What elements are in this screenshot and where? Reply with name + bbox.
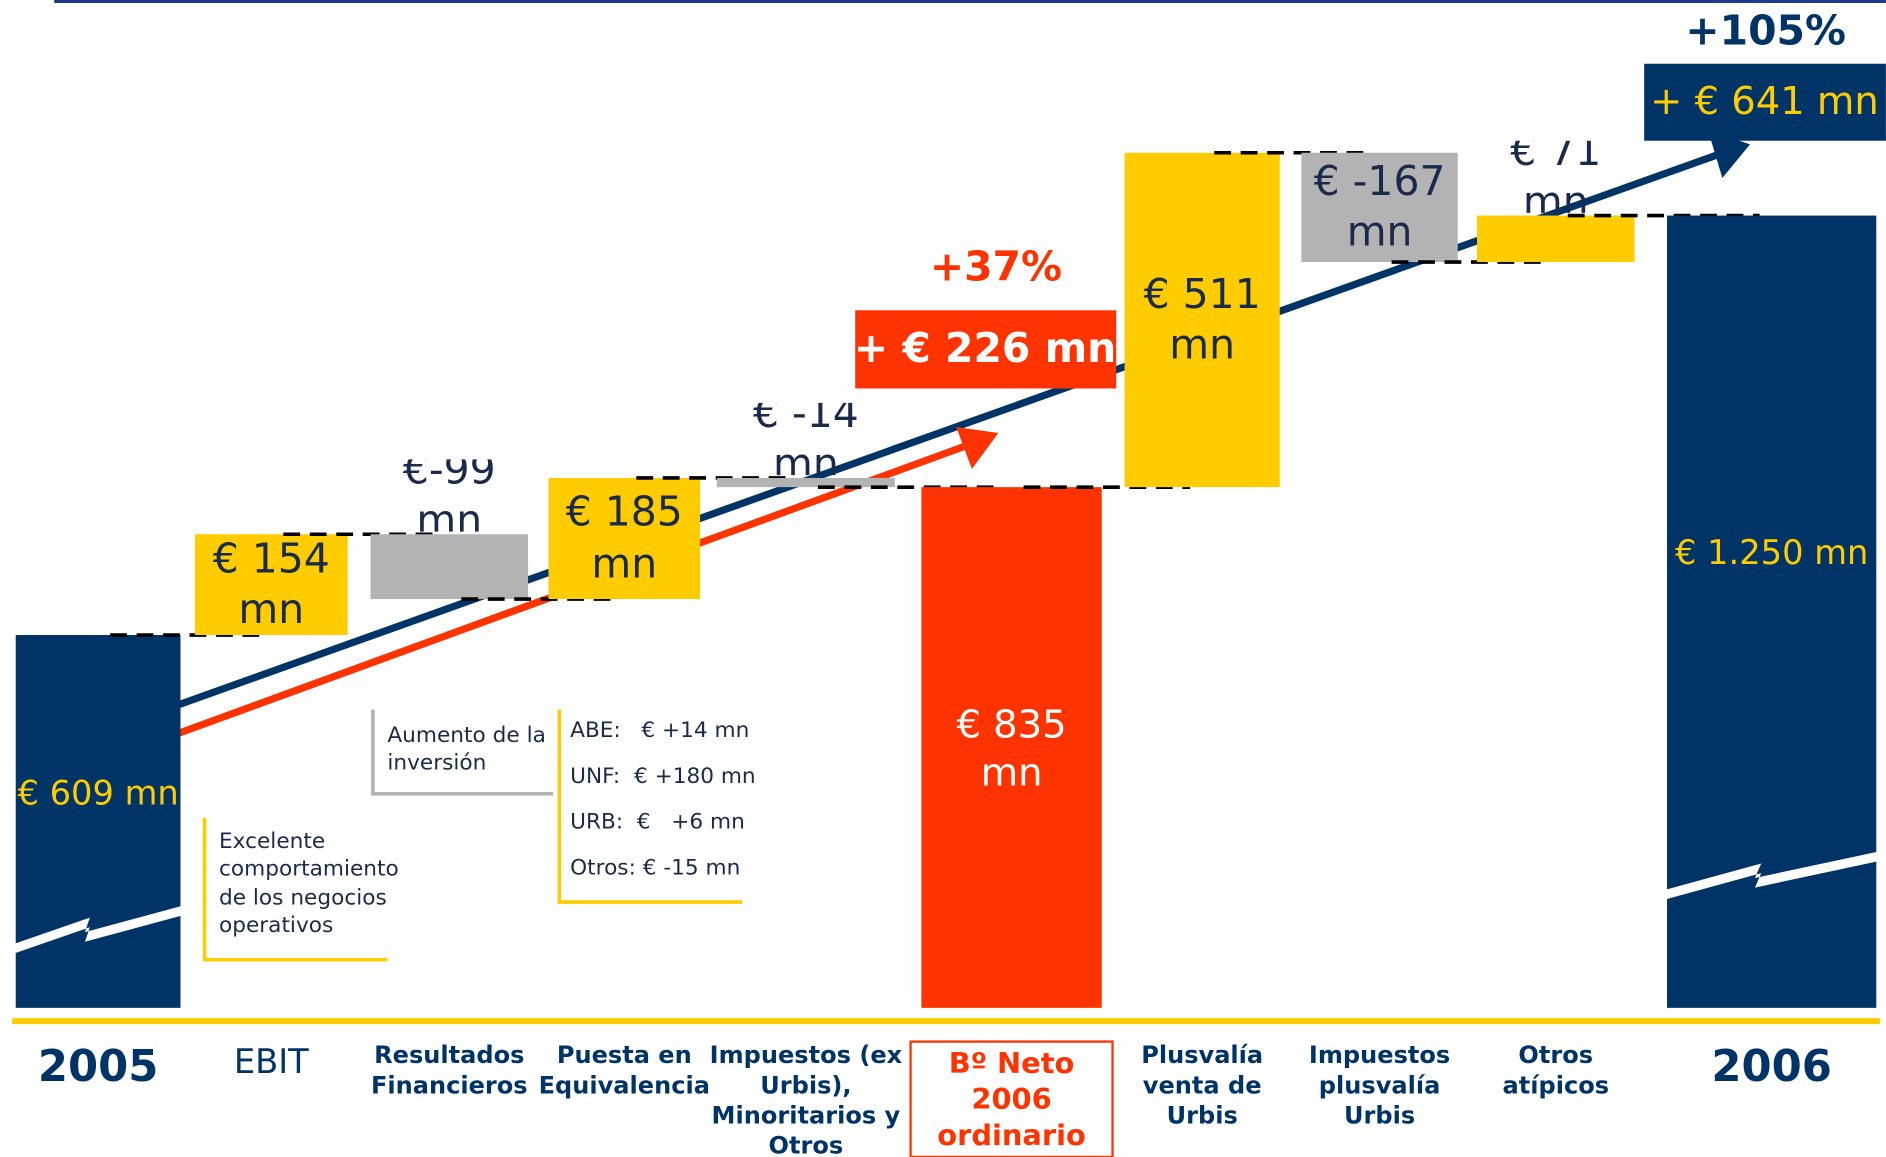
bar-label-text: € 1.250 mn (1674, 532, 1869, 573)
breakdown-item: ABE: € +14 mn (570, 718, 749, 743)
bar-label-text: € 154 mn (212, 534, 330, 634)
trend-arrow (107, 441, 970, 763)
note: Aumento de la inversión (387, 722, 546, 777)
x-tick-label-text: 2005 (37, 1042, 159, 1093)
growth-abs: + € 226 mn (854, 324, 1116, 372)
bar-label-text: € 185 mn (565, 488, 683, 588)
arrow-head (956, 426, 999, 470)
x-tick-label-text: EBIT (233, 1041, 309, 1082)
x-tick-label-text: Resultados Financieros (370, 1040, 528, 1100)
arrow-head (1707, 129, 1751, 178)
x-tick-label-text: Otros atípicos (1502, 1040, 1610, 1100)
bar (15, 635, 181, 1008)
breakdown-item: UNF: € +180 mn (570, 764, 755, 789)
note-text: Excelente comportamiento de los negocios… (218, 828, 399, 939)
note: Excelente comportamiento de los negocios… (218, 828, 399, 939)
bar-label-text: € 609 mn (17, 773, 179, 814)
annotation-box (855, 310, 1117, 389)
axis-break (13, 905, 183, 954)
bar-label: € 835 mn (956, 700, 1067, 795)
axis-break (1664, 851, 1879, 900)
x-tick-label: Impuestos (ex Urbis), Minoritarios y Otr… (709, 1040, 903, 1157)
bar-label: € 609 mn (17, 773, 179, 814)
x-tick-label-text: Puesta en Equivalencia (538, 1040, 710, 1100)
bar-label: € 1.250 mn (1674, 532, 1869, 573)
breakdown-item: URB: € +6 mn (570, 810, 745, 835)
x-tick-label: Plusvalía venta de Urbis (1141, 1040, 1264, 1130)
note-bracket (557, 709, 743, 904)
bar-label: € -167 mn (1313, 157, 1446, 257)
bar (921, 487, 1102, 1008)
x-tick-label-text: Impuestos plusvalía Urbis (1308, 1040, 1451, 1130)
bar (1124, 152, 1280, 488)
bar-label-text: € -167 mn (1313, 157, 1446, 257)
x-tick-label-text: Impuestos (ex Urbis), Minoritarios y Otr… (709, 1040, 903, 1157)
note-bracket (202, 817, 388, 962)
x-tick-label: Otros atípicos (1502, 1040, 1610, 1100)
bar (194, 534, 348, 636)
bar (548, 477, 701, 600)
growth-pct: +37% (930, 242, 1062, 290)
bar-label: € 154 mn (212, 534, 330, 634)
breakdown-item: Otros: € -15 mn (570, 855, 740, 880)
bar-label: € 511 mn (1143, 270, 1261, 370)
bar-label: €-99 mn (402, 459, 496, 532)
bar-label: € -14 mn (752, 403, 859, 476)
x-tick-label-text: Bº Neto 2006 ordinario (909, 1040, 1114, 1157)
x-tick-label: Impuestos plusvalía Urbis (1308, 1040, 1451, 1130)
bar-label: € 71 mn (1510, 140, 1602, 214)
annotation-box (1644, 63, 1886, 141)
bar-label-text: € 835 mn (956, 700, 1067, 795)
note-text: Aumento de la inversión (387, 722, 546, 777)
bar (1301, 152, 1458, 263)
growth-pct: +105% (1685, 7, 1846, 55)
bar-label-text: € 511 mn (1143, 270, 1261, 370)
x-tick-label: Puesta en Equivalencia (538, 1040, 710, 1100)
bar (1477, 215, 1635, 263)
note-bracket (371, 709, 554, 796)
x-tick-label: Resultados Financieros (370, 1040, 528, 1100)
bar-label-text: €-99 mn (402, 459, 496, 532)
bar-label-text: € -14 mn (752, 403, 859, 476)
growth-abs: + € 641 mn (1650, 79, 1879, 124)
x-tick-label: Bº Neto 2006 ordinario (909, 1040, 1114, 1157)
x-tick-label: 2006 (1711, 1042, 1832, 1093)
bar (370, 534, 529, 600)
bar-label-text: € 71 mn (1510, 140, 1602, 214)
x-tick-label: EBIT (233, 1041, 309, 1082)
bar (716, 477, 895, 488)
x-tick-label: 2005 (37, 1042, 159, 1093)
x-tick-label-text: Plusvalía venta de Urbis (1141, 1040, 1264, 1130)
x-tick-label-text: 2006 (1711, 1042, 1832, 1093)
bar-label: € 185 mn (565, 488, 683, 588)
